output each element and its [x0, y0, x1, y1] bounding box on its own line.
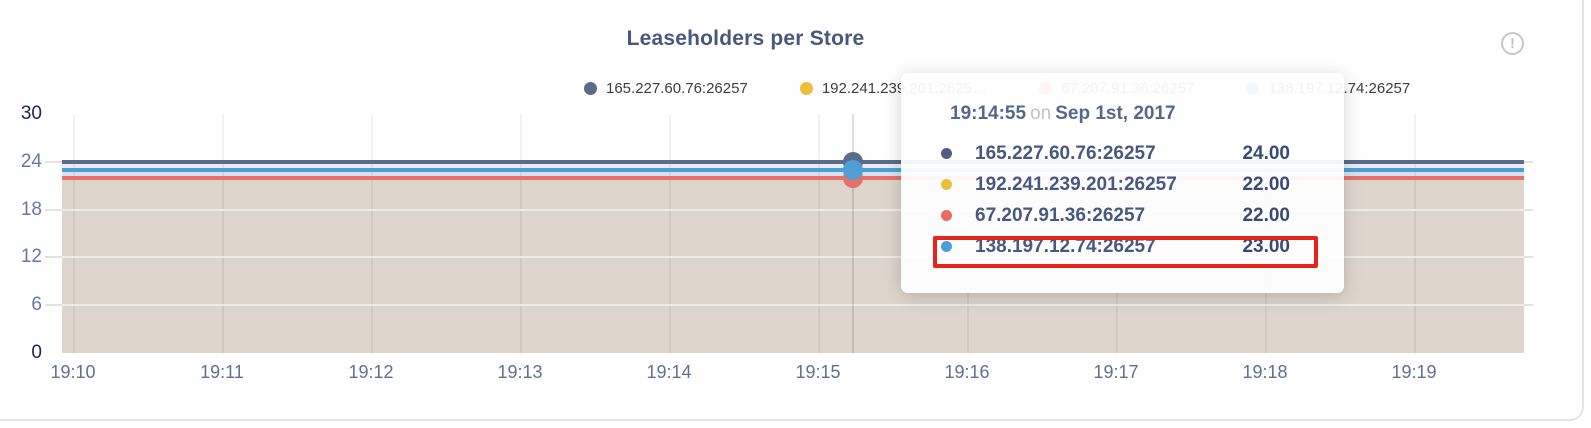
tooltip-series-dot-icon	[941, 179, 952, 190]
series-line	[62, 175, 1524, 180]
tooltip-row: 192.241.239.201:26257 22.00	[941, 169, 1290, 200]
grid-line-vertical	[222, 114, 224, 353]
tooltip-row: 165.227.60.76:26257 24.00	[941, 138, 1290, 169]
x-axis-label: 19:10	[50, 362, 96, 382]
x-axis-label: 19:12	[348, 362, 394, 382]
tooltip-time: 19:14:55	[950, 103, 1027, 124]
tooltip-series-dot-icon	[941, 241, 952, 252]
tooltip-connector: on	[1030, 103, 1052, 124]
series-line	[62, 167, 1524, 172]
tooltip-series-value: 24.00	[1242, 142, 1290, 164]
chart-tooltip: 19:14:55 on Sep 1st, 2017 165.227.60.76:26…	[901, 73, 1344, 293]
x-axis-label: 19:13	[497, 362, 543, 382]
y-tick-mark	[45, 304, 62, 307]
grid-line-vertical	[371, 114, 373, 353]
tooltip-date: Sep 1st, 2017	[1055, 103, 1176, 124]
y-axis-label: 24	[20, 150, 42, 172]
tooltip-series-dot-icon	[941, 210, 952, 221]
y-axis-label: 6	[31, 294, 42, 316]
chart-card: Leaseholders per Store ! 165.227.60.76:2…	[0, 0, 1584, 421]
x-axis-label: 19:15	[795, 362, 841, 382]
legend-item[interactable]: 165.227.60.76:26257	[584, 80, 748, 97]
legend-dot-icon	[584, 82, 597, 95]
y-axis-label: 12	[20, 246, 42, 268]
grid-line-vertical	[73, 114, 75, 353]
legend-label: 165.227.60.76:26257	[606, 80, 748, 97]
x-axis-label: 19:14	[646, 362, 692, 382]
y-axis-label: 30	[20, 103, 42, 124]
grid-line-horizontal	[62, 208, 1524, 211]
tooltip-series-value: 22.00	[1242, 204, 1290, 226]
y-tick-mark	[1524, 160, 1533, 163]
crosshair-point	[843, 159, 863, 180]
y-tick-mark	[45, 160, 62, 163]
highlight-annotation	[933, 236, 1318, 268]
x-axis-label: 19:16	[944, 362, 990, 382]
grid-line-vertical	[669, 114, 671, 353]
grid-line-horizontal	[62, 256, 1524, 259]
area-band	[62, 161, 1524, 170]
grid-line-vertical	[1414, 114, 1416, 353]
grid-line-vertical	[520, 114, 522, 353]
tooltip-rows: 165.227.60.76:26257 24.00 192.241.239.201:…	[941, 138, 1290, 262]
tooltip-series-name: 165.227.60.76:26257	[975, 142, 1156, 164]
legend-dot-icon	[799, 82, 813, 95]
series-line	[62, 159, 1524, 164]
y-axis-label: 0	[31, 342, 42, 363]
y-axis-label: 18	[20, 198, 42, 220]
tooltip-row: 67.207.91.36:26257 22.00	[941, 200, 1290, 231]
tooltip-row: 138.197.12.74:26257 23.00	[941, 231, 1290, 262]
tooltip-series-name: 192.241.239.201:26257	[975, 173, 1177, 195]
grid-line-vertical	[818, 114, 820, 353]
crosshair-line	[852, 114, 854, 353]
tooltip-series-value: 22.00	[1242, 173, 1290, 195]
tooltip-series-name: 138.197.12.74:26257	[975, 235, 1156, 257]
x-axis-label: 19:18	[1242, 362, 1288, 382]
area-band	[62, 169, 1524, 178]
x-axis-label: 19:11	[200, 362, 244, 382]
y-tick-mark	[1524, 304, 1533, 307]
y-tick-mark	[1524, 208, 1533, 211]
chart-title: Leaseholders per Store	[626, 27, 865, 50]
tooltip-series-value: 23.00	[1242, 235, 1290, 257]
info-icon[interactable]: !	[1501, 32, 1524, 55]
x-axis-label: 19:19	[1391, 362, 1437, 382]
tooltip-series-name: 67.207.91.36:26257	[975, 204, 1146, 226]
y-tick-mark	[1524, 256, 1533, 259]
tooltip-header: 19:14:55 on Sep 1st, 2017	[950, 103, 1290, 125]
y-tick-mark	[45, 208, 62, 211]
x-axis-label: 19:17	[1093, 362, 1139, 382]
tooltip-series-dot-icon	[941, 148, 952, 159]
y-tick-mark	[45, 256, 62, 259]
grid-line-horizontal	[62, 304, 1524, 307]
